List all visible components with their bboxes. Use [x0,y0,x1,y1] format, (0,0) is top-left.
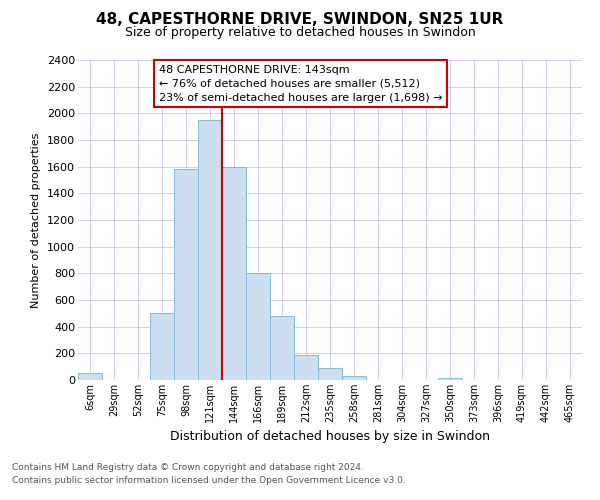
Bar [270,316,294,380]
Bar [294,354,318,380]
Bar [246,274,270,380]
Text: 48, CAPESTHORNE DRIVE, SWINDON, SN25 1UR: 48, CAPESTHORNE DRIVE, SWINDON, SN25 1UR [97,12,503,28]
Bar [222,166,246,380]
Bar [318,368,342,380]
Text: 48 CAPESTHORNE DRIVE: 143sqm
← 76% of detached houses are smaller (5,512)
23% of: 48 CAPESTHORNE DRIVE: 143sqm ← 76% of de… [158,65,442,103]
Bar [150,314,174,380]
Y-axis label: Number of detached properties: Number of detached properties [31,132,41,308]
Bar [438,378,462,380]
Bar [174,170,198,380]
X-axis label: Distribution of detached houses by size in Swindon: Distribution of detached houses by size … [170,430,490,444]
Text: Contains public sector information licensed under the Open Government Licence v3: Contains public sector information licen… [12,476,406,485]
Bar [78,372,102,380]
Text: Contains HM Land Registry data © Crown copyright and database right 2024.: Contains HM Land Registry data © Crown c… [12,464,364,472]
Bar [342,376,366,380]
Text: Size of property relative to detached houses in Swindon: Size of property relative to detached ho… [125,26,475,39]
Bar [198,120,222,380]
